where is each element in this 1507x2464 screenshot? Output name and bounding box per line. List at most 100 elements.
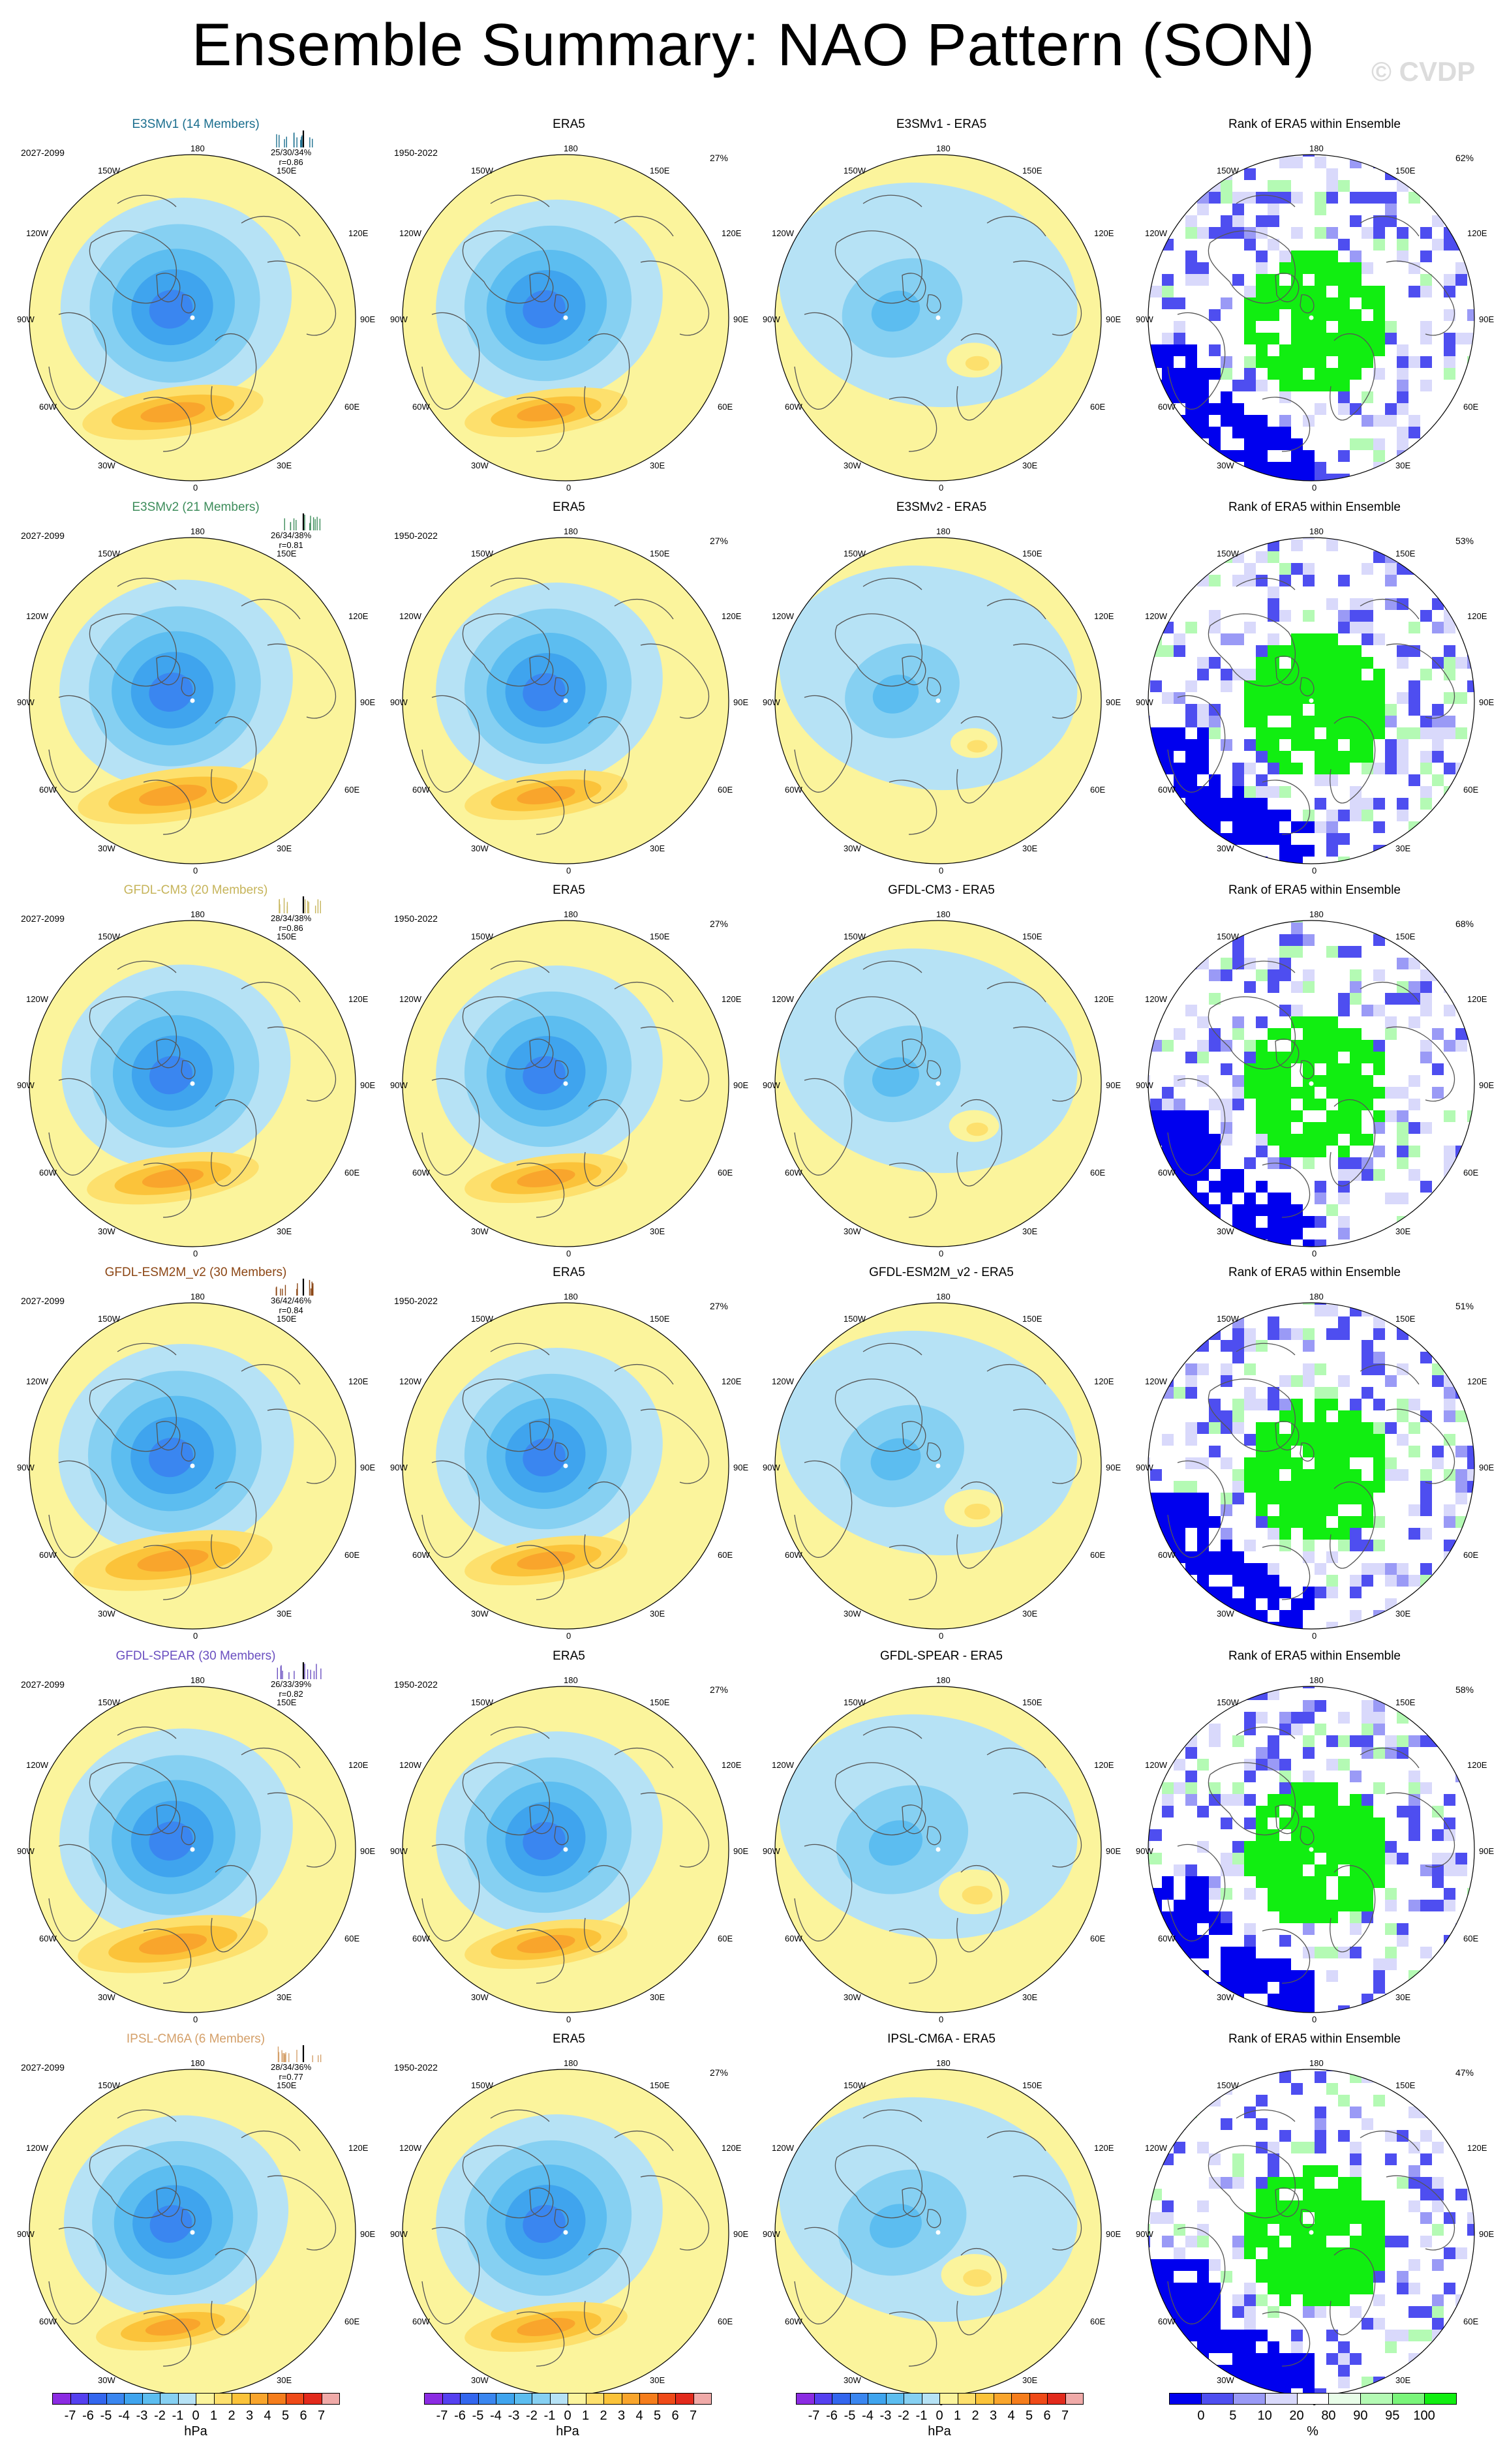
rank-cell (1350, 2236, 1362, 2247)
rank-cell (1162, 739, 1174, 751)
rank-cell (1279, 669, 1291, 680)
rank-cell (1291, 2224, 1303, 2236)
rank-cell (1315, 821, 1326, 833)
rank-cell (1350, 1087, 1362, 1099)
rank-cell (1185, 1228, 1197, 1240)
rank-cell (1303, 1598, 1315, 1610)
rank-cell (1420, 1700, 1432, 1712)
rank-cell (1268, 1888, 1279, 1900)
rank-cell (1162, 2130, 1174, 2142)
rank-cell (1185, 1724, 1197, 1735)
rank-cell (1362, 2200, 1373, 2212)
rank-cell (1174, 1504, 1185, 1516)
rank-cell (1338, 2005, 1350, 2013)
longitude-label: 60E (1090, 2317, 1106, 2326)
rank-cell (1162, 286, 1174, 297)
rank-cell (1150, 586, 1162, 598)
longitude-label: 120W (399, 1760, 421, 1770)
rank-cell (1148, 344, 1150, 356)
rank-cell (1338, 1075, 1350, 1087)
rank-cell (1256, 1634, 1268, 1639)
rank-cell (1174, 2224, 1185, 2236)
rank-cell (1397, 1935, 1408, 1947)
longitude-label: 150E (650, 549, 670, 558)
rank-cell (1291, 1900, 1303, 1911)
rank-cell (1467, 821, 1474, 833)
rank-cell (1221, 1063, 1232, 1075)
rank-cell (1373, 344, 1385, 356)
rank-cell (1197, 1110, 1209, 1122)
rank-cell (1338, 1422, 1350, 1434)
rank-cell (1444, 462, 1455, 474)
rank-cell (1373, 1063, 1385, 1075)
rank-cell (1362, 716, 1373, 727)
rank-cell (1303, 2353, 1315, 2365)
rank-cell (1162, 1504, 1174, 1516)
longitude-label: 150W (844, 166, 866, 175)
rank-cell (1432, 2107, 1444, 2118)
map-frame (1148, 537, 1475, 864)
longitude-label: 30W (844, 1226, 861, 1236)
colorbar-tick-label: -2 (898, 2409, 909, 2423)
rank-cell (1268, 1075, 1279, 1087)
rank-cell (1268, 551, 1279, 563)
rank-cell (1244, 2224, 1256, 2236)
rank-cell (1174, 1923, 1185, 1935)
rank-cell (1197, 845, 1209, 857)
longitude-label: 90W (1136, 1463, 1153, 1472)
rank-cell (1209, 810, 1221, 821)
rank-cell (1279, 1841, 1291, 1853)
rank-cell (1397, 1134, 1408, 1146)
rank-cell (1338, 2365, 1350, 2377)
rank-cell (1315, 1410, 1326, 1422)
rank-cell (1279, 1375, 1291, 1387)
longitude-label: 90W (17, 1846, 35, 1856)
rank-cell (1197, 2330, 1209, 2341)
longitude-label: 30E (1022, 2375, 1038, 2385)
rank-cell (1397, 239, 1408, 251)
rank-cell (1385, 1622, 1397, 1629)
rank-cell (1197, 403, 1209, 415)
rank-cell (1303, 1782, 1315, 1794)
rank-cell (1362, 657, 1373, 669)
rank-cell (1303, 297, 1315, 309)
rank-cell (1244, 680, 1256, 692)
rank-cell (1256, 704, 1268, 716)
rank-cell (1221, 1457, 1232, 1469)
rank-cell (1315, 2283, 1326, 2294)
rank-cell (1209, 344, 1221, 356)
rank-cell (1338, 2095, 1350, 2107)
longitude-label: 0 (939, 2015, 944, 2024)
rank-cell (1185, 1493, 1197, 1504)
rank-cell (1291, 1087, 1303, 1099)
rank-cell (1444, 368, 1455, 380)
colorbar-swatch (814, 2393, 832, 2405)
rank-cell (1244, 833, 1256, 845)
rank-cell (1244, 297, 1256, 309)
polar-map (774, 537, 1102, 864)
rank-cell (1385, 1251, 1397, 1256)
longitude-label: 30E (650, 461, 665, 470)
rank-cell (1291, 227, 1303, 239)
rank-cell (1221, 1958, 1232, 1970)
rank-cell (1279, 2130, 1291, 2142)
rank-cell (1291, 485, 1303, 491)
rank-cell (1455, 1316, 1467, 1328)
rank-cell (1373, 633, 1385, 645)
rank-cell (1326, 716, 1338, 727)
rank-cell (1150, 739, 1162, 751)
rank-cell (1291, 2283, 1303, 2294)
colorbar-tick-label: 0 (1197, 2409, 1205, 2423)
rank-cell (1397, 763, 1408, 774)
rank-cell (1244, 1610, 1256, 1622)
rank-cell (1232, 1551, 1244, 1563)
rank-cell (1209, 1204, 1221, 1216)
rank-cell (1408, 1099, 1420, 1110)
rank-cell (1291, 1216, 1303, 1228)
rank-cell (1185, 1747, 1197, 1759)
rank-cell (1185, 1481, 1197, 1493)
longitude-label: 90W (763, 697, 780, 707)
colorbar-obs: -7 -6 -5 -4 -3 -2 -1 0 1 2 3 4 5 6 7 hPa (424, 2393, 712, 2458)
longitude-label: 0 (1312, 866, 1317, 875)
rank-cell (1420, 727, 1432, 739)
